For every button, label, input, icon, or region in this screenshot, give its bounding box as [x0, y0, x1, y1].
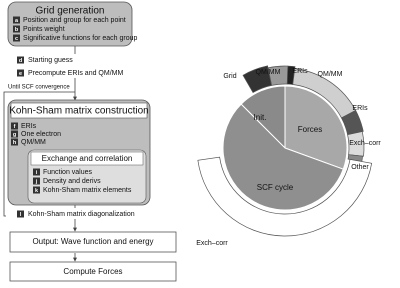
badge-letter: e — [19, 71, 22, 77]
outer-label: ERIs — [292, 68, 308, 75]
badge-letter: g — [13, 132, 16, 138]
sunburst: Init. Forces SCF cycle Grid QM/MM ERIs QM/MM ER… — [196, 65, 381, 247]
badge — [33, 168, 40, 176]
badge-letter: l — [20, 212, 22, 218]
badge — [13, 16, 20, 24]
connectors — [3, 46, 77, 262]
badge — [11, 138, 18, 146]
badge-letter: k — [35, 188, 39, 194]
outer-wedge — [347, 154, 363, 162]
item: ERIs — [21, 123, 37, 130]
outer-label: ERIs — [352, 105, 368, 112]
item: Kohn-Sham matrix elements — [43, 187, 132, 194]
item: One electron — [21, 131, 61, 138]
inner-label: SCF cycle — [257, 183, 294, 192]
item: Density and derivs — [43, 178, 101, 185]
badge-letter: a — [15, 18, 19, 24]
outer-label: Exch–corr — [349, 140, 381, 147]
forces-box — [9, 261, 177, 282]
grid-box — [7, 1, 133, 47]
badge — [33, 186, 40, 194]
item: Significative functions for each group — [23, 35, 138, 42]
inner-wedge — [222, 103, 344, 211]
item: Function values — [43, 169, 93, 176]
outer-label: QM/MM — [256, 69, 281, 76]
badge — [13, 34, 20, 42]
outer-label: Grid — [223, 73, 236, 80]
ks-title: Kohn-Sham matrix construction — [9, 106, 149, 117]
badge-letter: h — [13, 140, 17, 146]
badge-letter: c — [15, 36, 18, 42]
inner-label: Init. — [254, 113, 267, 122]
badge-letter: b — [15, 27, 19, 33]
step: Starting guess — [28, 57, 73, 64]
badge-letter: i — [36, 170, 38, 176]
badge — [17, 210, 24, 218]
outer-label: QM/MM — [318, 71, 343, 78]
item: QM/MM — [21, 139, 46, 146]
badge — [11, 130, 18, 138]
badge — [33, 177, 40, 185]
outer-wedge — [197, 156, 373, 237]
inner-wedge — [284, 85, 348, 170]
step: Precompute ERIs and QM/MM — [28, 70, 123, 77]
compute-forces: Compute Forces — [63, 267, 122, 276]
xc-title-box — [30, 151, 144, 166]
badge — [13, 25, 20, 33]
badge-letter: j — [35, 179, 38, 185]
badge — [17, 56, 24, 64]
output-box — [9, 231, 177, 253]
badge-letter: d — [19, 58, 22, 64]
item: Position and group for each point — [23, 17, 126, 24]
ks-title-box — [10, 102, 148, 119]
badge — [17, 69, 24, 77]
grid-title: Grid generation — [36, 6, 105, 17]
inner-label: Forces — [298, 125, 322, 134]
badge-letter: f — [14, 124, 16, 130]
output: Output: Wave function and energy — [32, 237, 153, 246]
badge — [11, 122, 18, 130]
outer-label: Exch–corr — [196, 240, 228, 247]
loop-label: Until SCF convergence — [8, 85, 70, 91]
outer-label: Other — [351, 164, 369, 171]
step: Kohn-Sham matrix diagonalization — [28, 211, 135, 218]
item: Points weight — [23, 26, 65, 33]
xc-title: Exchange and correlation — [42, 154, 133, 163]
